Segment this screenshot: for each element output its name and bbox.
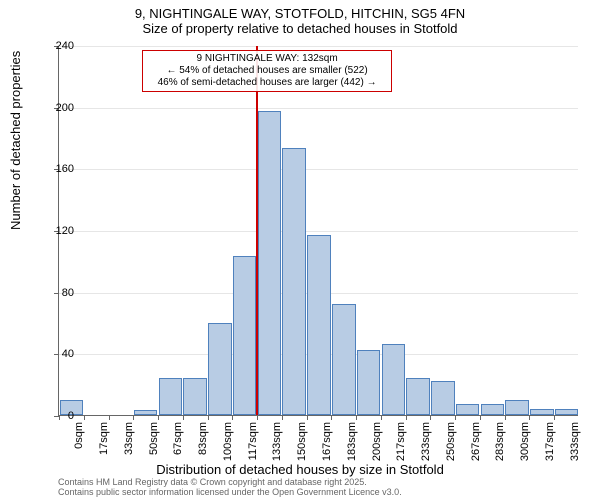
- titles: 9, NIGHTINGALE WAY, STOTFOLD, HITCHIN, S…: [0, 0, 600, 36]
- xtick-mark: [84, 415, 85, 420]
- histogram-bar: [530, 409, 554, 415]
- xtick-mark: [455, 415, 456, 420]
- xtick-label: 233sqm: [420, 422, 432, 462]
- xtick-label: 150sqm: [296, 422, 308, 462]
- xtick-mark: [430, 415, 431, 420]
- ytick-label: 0: [44, 410, 74, 422]
- histogram-bar: [307, 235, 331, 415]
- histogram-bar: [481, 404, 505, 415]
- xtick-mark: [282, 415, 283, 420]
- x-axis-label: Distribution of detached houses by size …: [0, 462, 600, 477]
- xtick-mark: [183, 415, 184, 420]
- xtick-label: 0sqm: [73, 422, 85, 462]
- y-axis-label: Number of detached properties: [8, 51, 23, 230]
- histogram-bar: [357, 350, 381, 415]
- xtick-label: 183sqm: [346, 422, 358, 462]
- xtick-mark: [257, 415, 258, 420]
- xtick-label: 300sqm: [519, 422, 531, 462]
- callout-line: 9 NIGHTINGALE WAY: 132sqm: [149, 53, 385, 65]
- xtick-label: 83sqm: [197, 422, 209, 462]
- histogram-bar: [332, 304, 356, 415]
- xtick-mark: [356, 415, 357, 420]
- xtick-label: 250sqm: [445, 422, 457, 462]
- xtick-mark: [381, 415, 382, 420]
- footer-line-2: Contains public sector information licen…: [58, 488, 402, 498]
- xtick-mark: [406, 415, 407, 420]
- xtick-label: 67sqm: [172, 422, 184, 462]
- ytick-label: 40: [44, 348, 74, 360]
- ytick-label: 200: [44, 102, 74, 114]
- xtick-label: 50sqm: [148, 422, 160, 462]
- histogram-bar: [208, 323, 232, 416]
- gridline: [59, 169, 578, 170]
- title-line-1: 9, NIGHTINGALE WAY, STOTFOLD, HITCHIN, S…: [0, 6, 600, 21]
- histogram-bar: [282, 148, 306, 415]
- histogram-bar: [431, 381, 455, 415]
- xtick-label: 17sqm: [98, 422, 110, 462]
- xtick-mark: [109, 415, 110, 420]
- xtick-label: 333sqm: [569, 422, 581, 462]
- histogram-bar: [258, 111, 282, 415]
- histogram-bar: [555, 409, 579, 415]
- gridline: [59, 108, 578, 109]
- xtick-mark: [208, 415, 209, 420]
- xtick-label: 267sqm: [470, 422, 482, 462]
- xtick-mark: [133, 415, 134, 420]
- xtick-mark: [232, 415, 233, 420]
- xtick-label: 317sqm: [544, 422, 556, 462]
- footer-attribution: Contains HM Land Registry data © Crown c…: [58, 478, 402, 498]
- xtick-mark: [529, 415, 530, 420]
- title-line-2: Size of property relative to detached ho…: [0, 21, 600, 36]
- callout-box: 9 NIGHTINGALE WAY: 132sqm← 54% of detach…: [142, 50, 392, 92]
- xtick-mark: [331, 415, 332, 420]
- ytick-label: 80: [44, 287, 74, 299]
- callout-line: ← 54% of detached houses are smaller (52…: [149, 65, 385, 77]
- xtick-label: 200sqm: [371, 422, 383, 462]
- xtick-label: 167sqm: [321, 422, 333, 462]
- histogram-bar: [233, 256, 257, 415]
- histogram-bar: [134, 410, 158, 415]
- histogram-bar: [382, 344, 406, 415]
- chart-container: 9, NIGHTINGALE WAY, STOTFOLD, HITCHIN, S…: [0, 0, 600, 500]
- xtick-label: 283sqm: [494, 422, 506, 462]
- gridline: [59, 46, 578, 47]
- chart-area: 0sqm17sqm33sqm50sqm67sqm83sqm100sqm117sq…: [58, 46, 578, 416]
- histogram-bar: [183, 378, 207, 415]
- ytick-label: 160: [44, 163, 74, 175]
- ytick-label: 240: [44, 40, 74, 52]
- xtick-label: 117sqm: [247, 422, 259, 462]
- xtick-mark: [505, 415, 506, 420]
- xtick-mark: [554, 415, 555, 420]
- gridline: [59, 231, 578, 232]
- reference-line: [256, 46, 258, 415]
- callout-line: 46% of semi-detached houses are larger (…: [149, 77, 385, 89]
- ytick-label: 120: [44, 225, 74, 237]
- histogram-bar: [456, 404, 480, 415]
- xtick-label: 33sqm: [123, 422, 135, 462]
- xtick-label: 133sqm: [271, 422, 283, 462]
- histogram-bar: [505, 400, 529, 415]
- plot-area: 0sqm17sqm33sqm50sqm67sqm83sqm100sqm117sq…: [58, 46, 578, 416]
- histogram-bar: [406, 378, 430, 415]
- xtick-label: 100sqm: [222, 422, 234, 462]
- xtick-mark: [158, 415, 159, 420]
- xtick-label: 217sqm: [395, 422, 407, 462]
- histogram-bar: [159, 378, 183, 415]
- xtick-mark: [307, 415, 308, 420]
- xtick-mark: [480, 415, 481, 420]
